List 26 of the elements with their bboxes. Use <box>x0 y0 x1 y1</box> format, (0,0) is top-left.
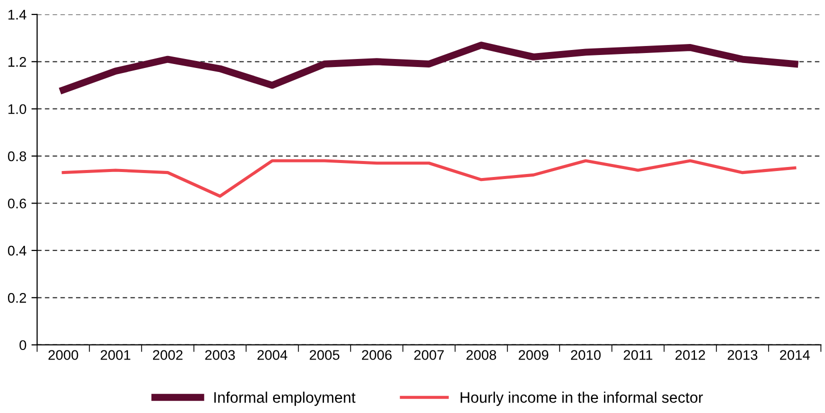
x-tick-label: 2003 <box>205 350 235 360</box>
y-tick-label: 0 <box>20 340 26 350</box>
line-series <box>62 159 796 198</box>
legend-label: Informal employment <box>214 392 356 406</box>
x-tick-label: 2004 <box>258 350 288 360</box>
x-tick-label: 2011 <box>624 350 652 360</box>
x-tick-label: 2008 <box>466 350 496 360</box>
x-tick-label: 2009 <box>518 350 548 360</box>
y-tick-label: 0.6 <box>8 198 26 208</box>
y-tick-label: 0.8 <box>8 151 26 162</box>
x-tick-label: 2013 <box>728 350 758 360</box>
y-tick-label: 1.0 <box>8 104 26 114</box>
y-tick-label: 1.4 <box>8 10 26 20</box>
legend-label: Hourly income in the informal sector <box>460 392 703 406</box>
x-tick-label: 2006 <box>362 350 392 360</box>
x-tick-label: 2005 <box>310 350 340 360</box>
y-tick-label: 0.4 <box>8 246 26 256</box>
y-tick-label: 0.2 <box>8 292 26 303</box>
x-tick-label: 2010 <box>571 350 601 360</box>
x-tick-label: 2007 <box>414 350 444 360</box>
x-tick-label: 2001 <box>100 350 130 360</box>
x-tick-label: 2000 <box>48 350 78 360</box>
x-tick-label: 2014 <box>780 350 810 360</box>
y-tick-label: 1.2 <box>8 56 26 67</box>
x-tick-label: 2012 <box>676 350 706 360</box>
x-tick-label: 2002 <box>153 350 183 360</box>
